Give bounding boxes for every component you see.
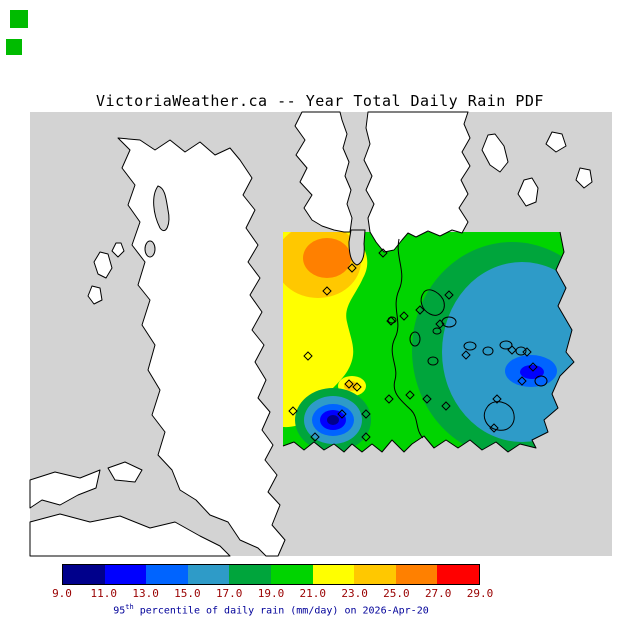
colorbar-segment — [395, 565, 438, 584]
island-outline — [534, 375, 548, 387]
station-marker-icon — [507, 345, 517, 355]
island-outline — [483, 401, 515, 431]
lake — [153, 185, 170, 232]
landmass-north-west-lobe — [294, 111, 353, 233]
station-marker-icon — [347, 263, 357, 273]
stations-layer — [288, 248, 538, 442]
south-coast-strip — [29, 513, 231, 557]
small-island — [111, 242, 125, 258]
field-coast-boundary — [282, 231, 575, 453]
caption-superscript: th — [125, 603, 134, 611]
colorbar-tick-label: 17.0 — [215, 587, 243, 600]
station-marker-icon — [489, 423, 499, 433]
station-marker-icon — [288, 406, 298, 416]
island-northeast — [575, 167, 593, 189]
headland-southwest — [29, 469, 101, 509]
colorbar-tick-label: 11.0 — [90, 587, 118, 600]
station-marker-icon — [522, 347, 532, 357]
lake — [144, 240, 156, 258]
station-marker-icon — [303, 351, 313, 361]
coastline-layer — [29, 131, 593, 557]
station-marker-icon — [461, 350, 471, 360]
colorbar-segment — [63, 565, 105, 584]
colorbar-tick-label: 9.0 — [52, 587, 72, 600]
station-marker-icon — [337, 409, 347, 419]
caption-prefix: 95 — [113, 605, 126, 617]
island-outline — [432, 327, 442, 335]
colorbar-tick-label: 13.0 — [132, 587, 159, 600]
colorbar-tick-label: 19.0 — [257, 587, 285, 600]
station-marker-icon — [384, 394, 394, 404]
station-marker-icon — [399, 311, 409, 321]
colorbar-segment — [104, 565, 147, 584]
contour-min-9-11 — [327, 415, 339, 425]
island-outline — [515, 346, 527, 356]
island-northeast — [481, 133, 509, 173]
page-title: VictoriaWeather.ca -- Year Total Daily R… — [96, 92, 544, 110]
colorbar-segment — [187, 565, 230, 584]
small-island — [107, 461, 143, 483]
station-marker-icon — [361, 432, 371, 442]
colorbar-tick-label: 23.0 — [341, 587, 368, 600]
landmass-north-east-lobe — [363, 111, 471, 253]
colorbar-scale — [62, 564, 480, 585]
island-outline — [499, 340, 513, 350]
contour-nw-25-27 — [303, 238, 351, 278]
colorbar-segment — [312, 565, 355, 584]
island-outline — [420, 289, 445, 316]
contour-east-pocket-11-13 — [520, 365, 544, 379]
station-marker-icon — [422, 394, 432, 404]
peninsula-east-coast — [391, 238, 424, 439]
station-marker-icon — [310, 432, 320, 442]
corner-marker-icon — [10, 10, 28, 28]
island-outline — [482, 346, 494, 356]
colorbar-segment — [229, 565, 271, 584]
colorbar-segment — [354, 565, 396, 584]
station-marker-icon — [528, 362, 538, 372]
colorbar-segment — [437, 565, 479, 584]
station-marker-icon — [378, 248, 388, 258]
caption-rest: percentile of daily rain (mm/day) on 202… — [133, 605, 429, 617]
colorbar-tick-label: 21.0 — [299, 587, 327, 600]
station-marker-icon — [441, 401, 451, 411]
saanich-inlet-arm — [348, 229, 366, 266]
caption: 95th percentile of daily rain (mm/day) o… — [62, 603, 480, 616]
colorbar-tick-row: 9.0 11.0 13.0 15.0 17.0 19.0 21.0 23.0 25.0 27.0 2… — [52, 587, 493, 600]
colorbar-tick-label: 29.0 — [466, 587, 494, 600]
station-marker-icon — [492, 394, 502, 404]
island-outline — [409, 331, 421, 347]
station-marker-icon — [517, 376, 527, 386]
island-northeast — [545, 131, 567, 153]
station-marker-icon — [444, 290, 454, 300]
corner-marker-icon — [6, 39, 22, 55]
station-marker-icon — [344, 379, 354, 389]
colorbar: 9.0 11.0 13.0 15.0 17.0 19.0 21.0 23.0 25.0 27.0 2… — [52, 564, 493, 600]
station-marker-icon — [405, 390, 415, 400]
island-northeast — [517, 177, 539, 207]
colorbar-segment — [146, 565, 188, 584]
station-marker-icon — [352, 382, 362, 392]
landmass-west — [117, 137, 286, 557]
small-island — [87, 285, 103, 305]
colorbar-tick-label: 27.0 — [424, 587, 452, 600]
station-marker-icon — [386, 316, 396, 326]
station-marker-icon — [361, 409, 371, 419]
colorbar-segment — [270, 565, 313, 584]
colorbar-tick-label: 25.0 — [383, 587, 410, 600]
colorbar-tick-label: 15.0 — [174, 587, 201, 600]
island-outline — [427, 356, 439, 366]
north-land-layer — [294, 111, 471, 266]
station-marker-icon — [415, 305, 425, 315]
station-marker-icon — [435, 319, 445, 329]
island-outline — [463, 341, 477, 351]
small-island — [93, 251, 113, 279]
station-marker-icon — [322, 286, 332, 296]
field-coastlines — [282, 231, 575, 453]
